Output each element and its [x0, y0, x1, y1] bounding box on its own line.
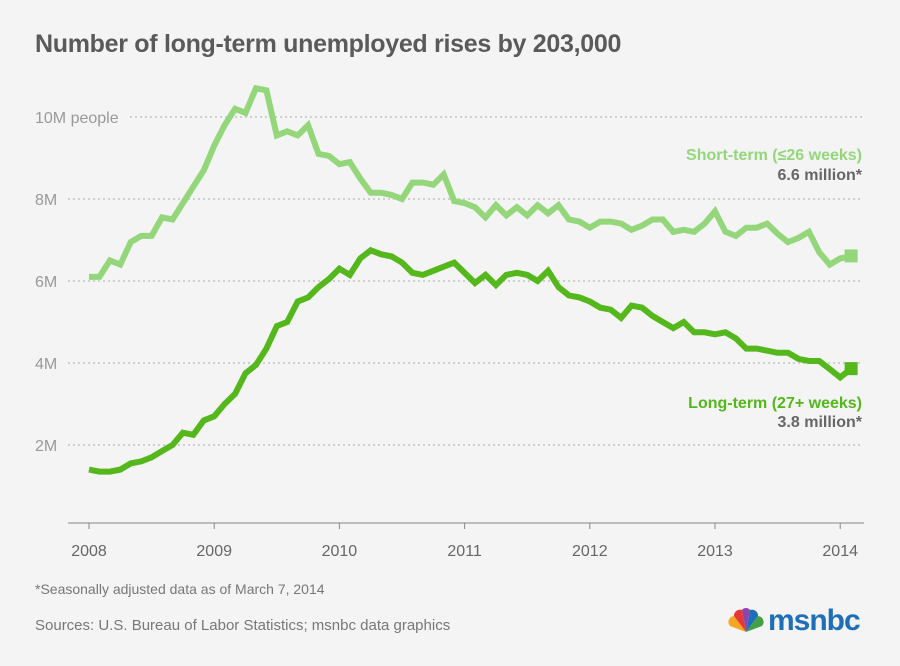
- series-value-label: 3.8 million*: [778, 414, 863, 431]
- sources: Sources: U.S. Bureau of Labor Statistics…: [35, 617, 451, 634]
- peacock-icon: [728, 608, 764, 632]
- y-tick-label: 8M: [35, 192, 57, 209]
- x-tick-label: 2011: [447, 543, 482, 560]
- series-line-long-term: [88, 246, 853, 475]
- x-tick-label: 2014: [822, 543, 858, 560]
- x-tick-label: 2013: [697, 543, 733, 560]
- chart-title: Number of long-term unemployed rises by …: [35, 30, 622, 58]
- y-tick-label: 6M: [35, 274, 57, 291]
- y-tick-label: 2M: [35, 438, 57, 455]
- x-tick-label: 2012: [572, 543, 608, 560]
- end-marker: [844, 362, 858, 376]
- logo-text: msnbc: [768, 604, 861, 637]
- msnbc-logo: msnbc: [728, 604, 861, 638]
- x-tick-label: 2010: [322, 543, 358, 560]
- x-tick-label: 2009: [196, 543, 232, 560]
- series-label: Short-term (≤26 weeks): [686, 147, 862, 164]
- series-label: Long-term (27+ weeks): [688, 395, 862, 412]
- y-tick-label: 10M people: [35, 110, 119, 127]
- footnote: *Seasonally adjusted data as of March 7,…: [35, 581, 325, 597]
- series-line-short-term: [89, 84, 852, 280]
- y-tick-label: 4M: [35, 356, 57, 373]
- series-value-label: 6.6 million*: [778, 167, 863, 184]
- end-marker: [844, 249, 858, 263]
- x-tick-label: 2008: [71, 543, 107, 560]
